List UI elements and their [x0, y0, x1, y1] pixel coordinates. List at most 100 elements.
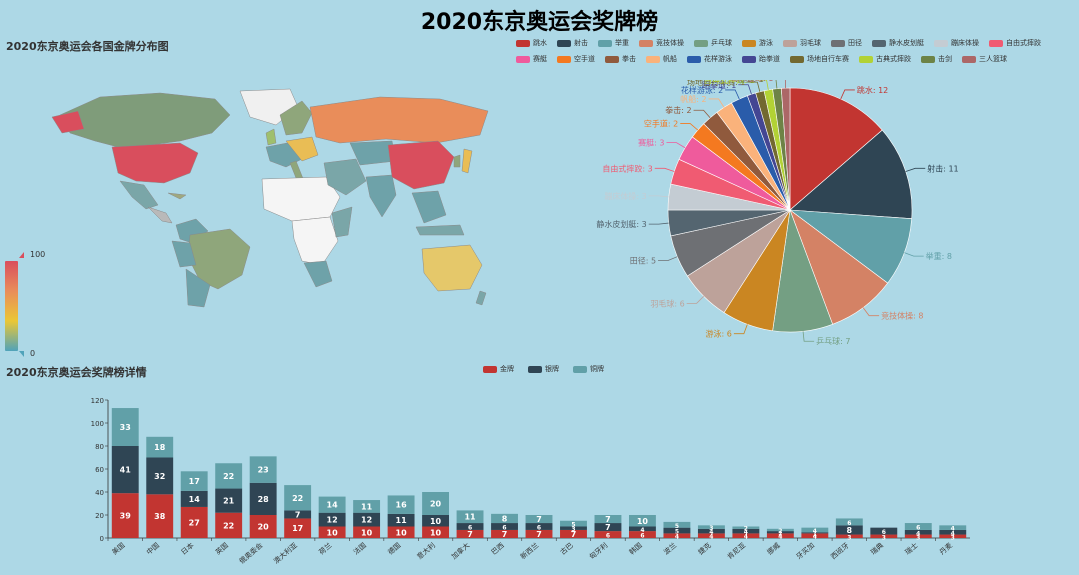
bar-segment[interactable]: [111, 408, 139, 446]
bar-segment[interactable]: [422, 492, 450, 515]
legend-item[interactable]: 田径: [831, 38, 862, 48]
bar-segment[interactable]: [801, 527, 829, 533]
bar-segment[interactable]: [491, 513, 518, 524]
bar-segment[interactable]: [146, 457, 174, 495]
bar-segment[interactable]: [353, 500, 381, 513]
bar-segment[interactable]: [835, 525, 863, 535]
bar-segment[interactable]: [801, 532, 829, 534]
legend-item[interactable]: 跳水: [516, 38, 547, 48]
legend-item[interactable]: 乒乓球: [694, 38, 732, 48]
bar-segment[interactable]: [180, 490, 208, 507]
bar-segment[interactable]: [560, 526, 587, 530]
bar-segment[interactable]: [594, 531, 622, 538]
bar-segment[interactable]: [594, 515, 622, 524]
bar-segment[interactable]: [146, 436, 174, 458]
legend-item[interactable]: 拳击: [605, 54, 636, 64]
bar-segment[interactable]: [249, 456, 277, 483]
bar-segment[interactable]: [870, 527, 898, 535]
pie-slice[interactable]: [789, 87, 883, 211]
bar-segment[interactable]: [180, 506, 208, 538]
legend-item[interactable]: 竞技体操: [639, 38, 684, 48]
legend-item[interactable]: 帆船: [646, 54, 677, 64]
bar-segment[interactable]: [801, 533, 829, 538]
legend-item[interactable]: 三人篮球: [962, 54, 1007, 64]
legend-item[interactable]: 射击: [557, 38, 588, 48]
bar-segment[interactable]: [939, 529, 967, 535]
bar-segment[interactable]: [249, 482, 277, 515]
bar-segment[interactable]: [422, 515, 450, 527]
pie-slice[interactable]: [789, 129, 913, 220]
legend-item[interactable]: 蹦床体操: [934, 38, 979, 48]
legend-item[interactable]: 铜牌: [573, 364, 604, 374]
legend-item[interactable]: 游泳: [742, 38, 773, 48]
bar-segment[interactable]: [904, 523, 932, 530]
bar-segment[interactable]: [835, 534, 863, 538]
bar-segment[interactable]: [560, 529, 587, 538]
bar-segment[interactable]: [215, 463, 243, 489]
bar-segment[interactable]: [628, 531, 656, 538]
bar-segment[interactable]: [904, 534, 932, 538]
bar-segment[interactable]: [663, 527, 691, 534]
bar-segment[interactable]: [215, 512, 243, 538]
legend-item[interactable]: 击剑: [921, 54, 952, 64]
bar-segment[interactable]: [594, 523, 622, 532]
bar-segment[interactable]: [939, 525, 967, 530]
bar-segment[interactable]: [456, 523, 484, 530]
bar-segment[interactable]: [766, 533, 794, 538]
bar-segment[interactable]: [387, 526, 415, 539]
bar-segment[interactable]: [491, 523, 518, 530]
bar-segment[interactable]: [215, 488, 243, 513]
bar-segment[interactable]: [111, 493, 139, 538]
bar-segment[interactable]: [491, 529, 518, 538]
bar-segment[interactable]: [766, 531, 794, 534]
legend-item[interactable]: 羽毛球: [783, 38, 821, 48]
bar-segment[interactable]: [697, 528, 725, 534]
bar-segment[interactable]: [284, 510, 312, 519]
bar-segment[interactable]: [284, 485, 312, 511]
bar-segment[interactable]: [835, 518, 863, 526]
bar-segment[interactable]: [353, 512, 381, 527]
bar-segment[interactable]: [628, 515, 656, 527]
bar-segment[interactable]: [697, 533, 725, 538]
bar-segment[interactable]: [456, 510, 484, 524]
legend-item[interactable]: 静水皮划艇: [872, 38, 924, 48]
bar-segment[interactable]: [353, 526, 381, 539]
bar-segment[interactable]: [732, 533, 760, 538]
bar-segment[interactable]: [560, 520, 587, 527]
visual-map-bottom-handle-icon[interactable]: [19, 351, 24, 357]
legend-item[interactable]: 跆拳道: [742, 54, 780, 64]
bar-segment[interactable]: [387, 513, 415, 527]
bar-segment[interactable]: [525, 515, 553, 524]
bar-segment[interactable]: [249, 515, 277, 538]
bar-segment[interactable]: [732, 528, 760, 534]
pie-slice[interactable]: [780, 87, 791, 211]
visual-map[interactable]: 100 0: [4, 250, 45, 363]
bar-segment[interactable]: [111, 446, 139, 494]
legend-item[interactable]: 场地自行车赛: [790, 54, 849, 64]
legend-item[interactable]: 银牌: [528, 364, 559, 374]
bar-segment[interactable]: [387, 495, 415, 514]
bar-segment[interactable]: [663, 533, 691, 538]
bar-segment[interactable]: [456, 529, 484, 538]
legend-item[interactable]: 赛艇: [516, 54, 547, 64]
bar-segment[interactable]: [732, 526, 760, 529]
legend-item[interactable]: 古典式摔跤: [859, 54, 911, 64]
bar-segment[interactable]: [939, 534, 967, 538]
bar-segment[interactable]: [318, 496, 346, 513]
bar-segment[interactable]: [628, 526, 656, 532]
bar-segment[interactable]: [146, 494, 174, 538]
legend-item[interactable]: 自由式摔跤: [989, 38, 1041, 48]
bar-segment[interactable]: [870, 534, 898, 538]
bar-segment[interactable]: [422, 526, 450, 539]
bar-segment[interactable]: [525, 523, 553, 530]
bar-segment[interactable]: [284, 518, 312, 538]
legend-item[interactable]: 举重: [598, 38, 629, 48]
bar-segment[interactable]: [904, 529, 932, 535]
bar-segment[interactable]: [180, 471, 208, 491]
bar-segment[interactable]: [663, 521, 691, 528]
bar-segment[interactable]: [697, 525, 725, 529]
legend-item[interactable]: 花样游泳: [687, 54, 732, 64]
bar-segment[interactable]: [318, 526, 346, 539]
bar-segment[interactable]: [525, 529, 553, 538]
bar-segment[interactable]: [318, 512, 346, 527]
